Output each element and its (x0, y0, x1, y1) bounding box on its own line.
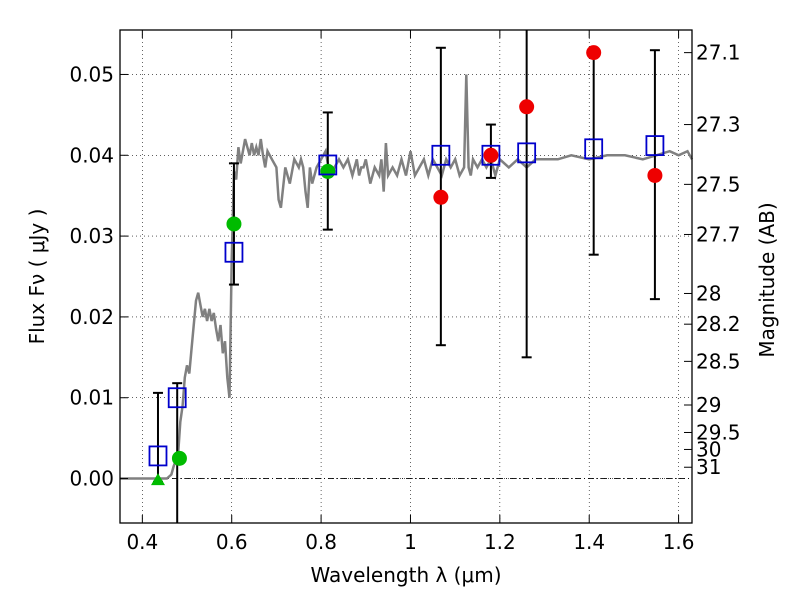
plot-frame (119, 29, 693, 524)
green-point (226, 216, 242, 232)
right-tick-label: 27.5 (696, 172, 741, 196)
red-point (483, 147, 499, 163)
x-tick-label: 0.4 (126, 530, 158, 554)
axis-ticks (120, 30, 692, 523)
x-tick-label: 0.6 (216, 530, 248, 554)
green-point (320, 163, 336, 179)
right-tick-label: 29 (696, 393, 721, 417)
right-tick-label: 27.1 (696, 41, 741, 65)
y-tick-label: 0.04 (69, 143, 114, 167)
y-tick-label: 0.05 (69, 62, 114, 86)
x-tick-label: 1.2 (484, 530, 516, 554)
x-tick-label: 1.4 (573, 530, 605, 554)
y-tick-labels: 0.00 0.01 0.02 0.03 0.04 0.05 (69, 62, 114, 490)
y-tick-label: 0.01 (69, 386, 114, 410)
right-tick-label: 31 (696, 455, 721, 479)
y-tick-label: 0.02 (69, 305, 114, 329)
y-tick-label: 0.03 (69, 224, 114, 248)
grid-lines (120, 30, 692, 523)
photometry-square (517, 142, 537, 164)
y-axis-title: Flux Fν ( μJy ) (25, 209, 49, 345)
right-tick-label: 28.5 (696, 349, 741, 373)
red-point (647, 167, 663, 183)
right-tick-label: 28.2 (696, 312, 741, 336)
upper-limit-triangle (150, 473, 165, 486)
photometry-square (318, 154, 338, 176)
x-tick-labels: 0.4 0.6 0.8 1 1.2 1.4 1.6 (126, 530, 694, 554)
photometry-square (584, 138, 604, 160)
right-tick-label: 27.3 (696, 113, 741, 137)
red-point (519, 99, 535, 115)
right-tick-label: 28 (696, 281, 721, 305)
error-bars (152, 30, 660, 523)
photometry-square (431, 144, 451, 166)
x-tick-label: 0.8 (305, 530, 337, 554)
x-tick-label: 1.6 (663, 530, 695, 554)
photometry-square (645, 135, 665, 156)
photometry-square (167, 387, 187, 409)
right-tick-label: 30 (696, 437, 721, 461)
x-axis-title: Wavelength λ (μm) (310, 563, 501, 587)
photometry-square (481, 144, 501, 166)
right-tick-label: 29.5 (696, 420, 741, 444)
red-point (586, 45, 602, 61)
y-tick-label: 0.00 (69, 467, 114, 491)
right-tick-label: 27.7 (696, 222, 741, 246)
x-tick-label: 1 (404, 530, 417, 554)
right-axis-title: Magnitude (AB) (755, 202, 779, 357)
green-point (171, 450, 187, 466)
model-sed-line (120, 74, 694, 480)
data-markers (148, 45, 665, 486)
photometry-square (224, 241, 244, 263)
red-point (433, 189, 449, 205)
photometry-square (148, 445, 168, 467)
